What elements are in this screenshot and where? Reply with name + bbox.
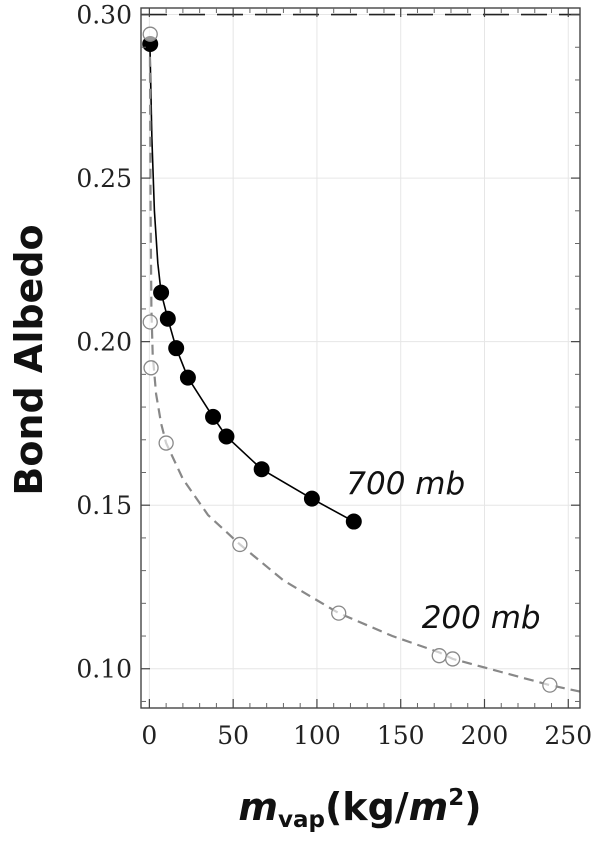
fit-curve-700mb <box>149 43 355 523</box>
fit-curve-200mb <box>148 40 581 693</box>
point-200mb <box>143 360 159 376</box>
point-700mb <box>159 310 176 327</box>
x-axis-units-sup: 2 <box>448 785 464 811</box>
point-200mb <box>431 648 447 664</box>
y-tick-label: 0.10 <box>76 655 132 684</box>
point-700mb <box>253 461 270 478</box>
y-tick-label: 0.25 <box>76 164 132 193</box>
point-200mb <box>542 677 558 693</box>
x-axis-units-suffix: ) <box>464 785 481 829</box>
data-markers <box>142 26 558 693</box>
point-200mb <box>445 651 461 667</box>
point-200mb <box>232 536 248 553</box>
x-tick-label: 100 <box>293 721 341 750</box>
point-700mb <box>179 369 196 386</box>
fit-curves <box>148 40 581 693</box>
point-700mb <box>303 490 320 507</box>
y-axis-title: Bond Albedo <box>7 224 51 495</box>
axis-ticks <box>141 8 580 708</box>
x-tick-label: 250 <box>544 721 592 750</box>
annotation-200mb: 200 mb <box>422 600 541 636</box>
tick-labels: 0 50 100 150 200 250 0.10 0.15 0.20 0.25 0.30 <box>76 1 592 750</box>
point-200mb <box>331 605 347 621</box>
x-tick-label: 150 <box>377 721 425 750</box>
x-axis-var: m <box>238 785 278 829</box>
x-axis-title: mvap(kg/m2) <box>238 785 481 833</box>
annotation-700mb: 700 mb <box>346 466 465 502</box>
point-700mb <box>205 408 222 425</box>
point-200mb <box>142 26 158 42</box>
annotations: 700 mb 200 mb <box>346 466 540 636</box>
y-tick-label: 0.20 <box>76 328 132 357</box>
y-tick-label: 0.15 <box>76 491 132 520</box>
point-200mb <box>158 435 174 451</box>
x-axis-sub: vap <box>278 807 325 833</box>
x-axis-units-var: m <box>409 785 449 829</box>
plot-frame <box>140 7 581 709</box>
y-tick-label: 0.30 <box>76 1 132 30</box>
point-700mb <box>153 284 170 301</box>
grid-lines <box>141 8 580 708</box>
x-tick-label: 200 <box>461 721 509 750</box>
point-700mb <box>345 513 362 530</box>
point-200mb <box>142 314 158 330</box>
point-700mb <box>218 428 235 445</box>
x-tick-label: 0 <box>141 721 157 750</box>
x-tick-label: 50 <box>217 721 249 750</box>
x-axis-units-prefix: (kg/ <box>325 785 409 829</box>
point-700mb <box>168 340 185 357</box>
